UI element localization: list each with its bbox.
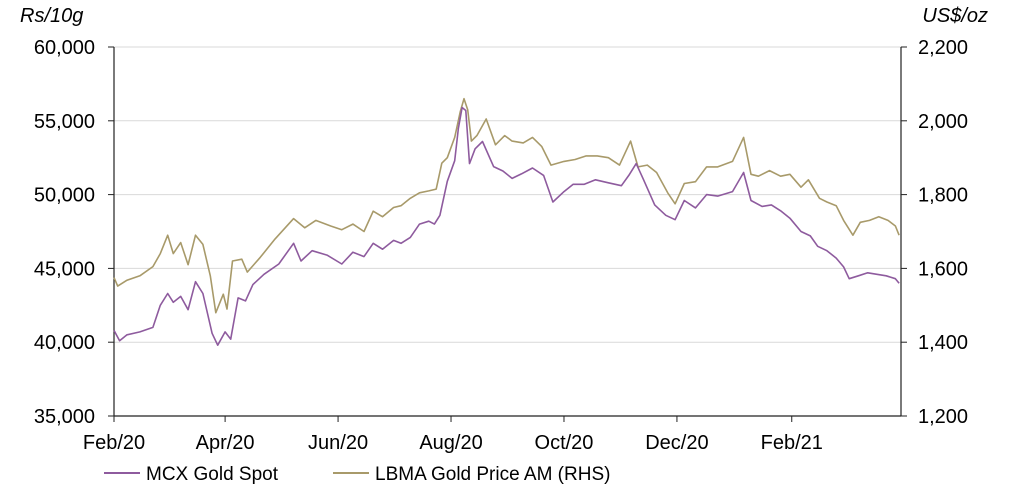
x-axis-ticks: Feb/20 Apr/20 Jun/20 Aug/20 Oct/20 Dec/20 Feb/… (83, 432, 823, 454)
axes (113, 47, 902, 422)
right-axis-unit: US$/oz (922, 5, 988, 27)
x-tick-label: Oct/20 (535, 432, 594, 454)
left-tick-label: 35,000 (34, 406, 95, 428)
right-tick-label: 1,200 (918, 406, 968, 428)
series-layer (113, 97, 900, 347)
left-tick-label: 50,000 (34, 185, 95, 207)
right-tick-label: 1,800 (918, 185, 968, 207)
x-tick-label: Aug/20 (419, 432, 482, 454)
series-line-mcx-gold-spot (113, 106, 900, 347)
right-axis-ticks: 1,200 1,400 1,600 1,800 2,000 2,200 (918, 37, 968, 428)
legend-label-lbma-gold-price: LBMA Gold Price AM (RHS) (375, 464, 610, 485)
x-tick-label: Jun/20 (308, 432, 368, 454)
left-axis-ticks: 35,000 40,000 45,000 50,000 55,000 60,000 (34, 37, 95, 428)
x-tick-label: Feb/20 (83, 432, 145, 454)
x-tick-label: Dec/20 (645, 432, 708, 454)
left-tick-label: 40,000 (34, 332, 95, 354)
gridlines (108, 46, 907, 417)
legend-label-mcx-gold-spot: MCX Gold Spot (146, 464, 279, 485)
legend: MCX Gold Spot LBMA Gold Price AM (RHS) (104, 464, 610, 485)
right-tick-label: 2,200 (918, 37, 968, 59)
left-tick-label: 60,000 (34, 37, 95, 59)
right-tick-label: 2,000 (918, 111, 968, 133)
left-tick-label: 55,000 (34, 111, 95, 133)
right-tick-label: 1,600 (918, 258, 968, 280)
left-axis-unit: Rs/10g (20, 5, 83, 27)
right-tick-label: 1,400 (918, 332, 968, 354)
x-tick-label: Feb/21 (761, 432, 823, 454)
x-tick-label: Apr/20 (196, 432, 255, 454)
series-line-lbma-gold-price (113, 97, 900, 314)
left-tick-label: 45,000 (34, 258, 95, 280)
